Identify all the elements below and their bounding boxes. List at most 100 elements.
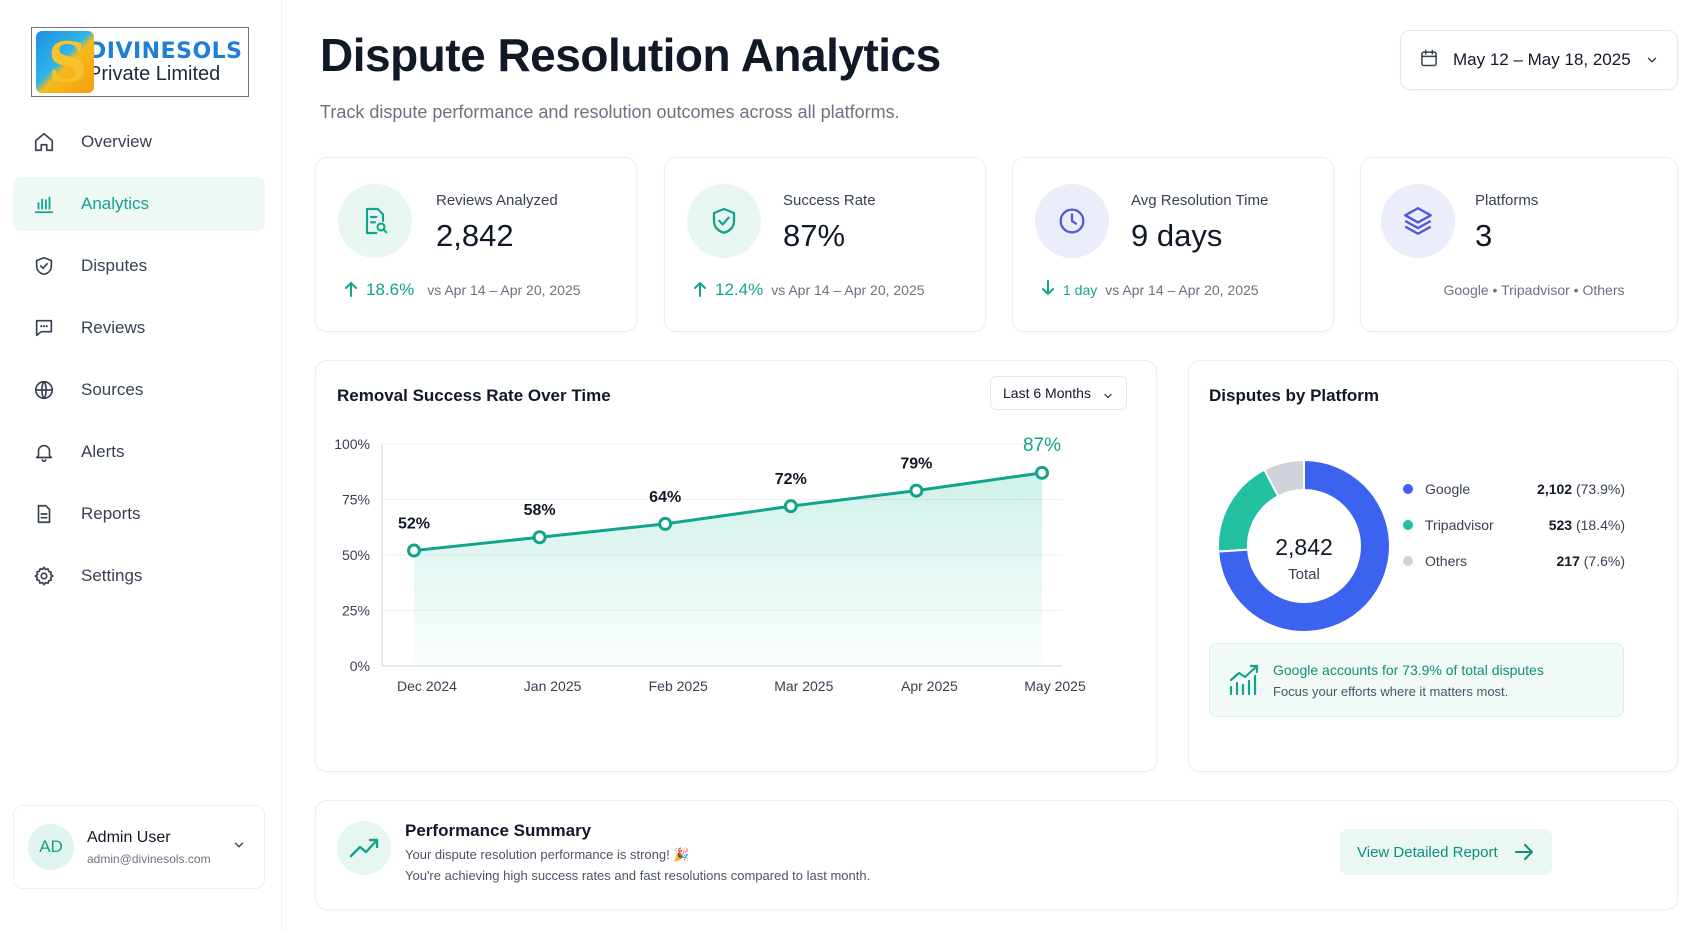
insight-banner: Google accounts for 73.9% of total dispu… — [1209, 643, 1624, 717]
summary-line-2: You're achieving high success rates and … — [405, 868, 871, 883]
document-icon — [31, 501, 57, 527]
insight-title: Google accounts for 73.9% of total dispu… — [1273, 662, 1544, 678]
data-point — [1035, 465, 1049, 480]
arrow-up-icon — [693, 281, 707, 300]
globe-icon — [31, 377, 57, 403]
chevron-down-icon — [1645, 53, 1659, 72]
logo-mark: S — [36, 31, 94, 93]
legend-label: Tripadvisor — [1425, 517, 1494, 533]
stat-change: 12.4% — [715, 280, 764, 299]
legend-dot — [1403, 520, 1413, 530]
legend-value: 2,102 — [1537, 481, 1573, 497]
calendar-icon — [1419, 48, 1439, 73]
donut-slice-tripadvisor[interactable] — [1217, 468, 1280, 553]
home-icon — [31, 129, 57, 155]
stat-value: 3 — [1475, 218, 1493, 253]
stat-label: Platforms — [1475, 192, 1539, 209]
avatar: AD — [28, 824, 74, 870]
user-email: admin@divinesols.com — [87, 851, 211, 866]
line-chart: 0% 25% 50% 75% 100% 52% Dec 2024 58% Jan 2025 64%… — [334, 435, 1086, 694]
data-point — [532, 530, 547, 545]
document-search-icon — [338, 184, 412, 258]
stat-card-platforms: Platforms 3 Google • Tripadvisor • Other… — [1360, 157, 1678, 332]
gear-icon — [31, 563, 57, 589]
donut-legend: Google 2,102 (73.9%) Tripadvisor 523 (18… — [1403, 471, 1625, 579]
y-tick-label: 75% — [342, 492, 370, 508]
donut-center-value: 2,842 — [1275, 534, 1333, 560]
sidebar-item-label: Reports — [81, 504, 141, 523]
sidebar-item-analytics[interactable]: Analytics — [13, 177, 265, 231]
legend-item-tripadvisor: Tripadvisor 523 (18.4%) — [1403, 507, 1625, 543]
legend-item-others: Others 217 (7.6%) — [1403, 543, 1625, 579]
stat-change: 18.6% — [366, 280, 415, 299]
sidebar-item-label: Analytics — [81, 194, 150, 213]
message-icon — [31, 315, 57, 341]
legend-percent: (7.6%) — [1583, 553, 1625, 569]
stat-compare: vs Apr 14 – Apr 20, 2025 — [771, 282, 925, 298]
sidebar-item-reviews[interactable]: Reviews — [13, 301, 265, 355]
y-tick-label: 100% — [334, 436, 370, 452]
sidebar-nav: Overview Analytics Disputes Reviews Sour… — [13, 115, 265, 611]
date-range-picker[interactable]: May 12 – May 18, 2025 — [1400, 30, 1678, 90]
donut-center-label: Total — [1288, 566, 1320, 583]
shield-check-icon — [687, 184, 761, 258]
sidebar: S DIVINESOLS Private Limited Overview An… — [0, 0, 282, 930]
y-tick-label: 0% — [350, 658, 370, 674]
platform-list: Google • Tripadvisor • Others — [1443, 282, 1625, 298]
x-tick-label: Feb 2025 — [649, 678, 708, 694]
date-range-label: May 12 – May 18, 2025 — [1453, 50, 1631, 69]
sidebar-item-label: Reviews — [81, 318, 146, 337]
user-menu[interactable]: AD Admin User admin@divinesols.com — [13, 805, 265, 889]
chevron-down-icon — [1102, 389, 1114, 405]
trending-up-icon — [337, 821, 391, 875]
stat-value: 2,842 — [436, 218, 514, 253]
data-label: 87% — [1023, 435, 1061, 456]
stat-value: 87% — [783, 218, 846, 253]
view-detailed-report-button[interactable]: View Detailed Report — [1340, 829, 1552, 875]
legend-value: 217 — [1556, 553, 1580, 569]
legend-label: Others — [1425, 553, 1468, 569]
stat-card-success: Success Rate 87% 12.4% vs Apr 14 – Apr 2… — [664, 157, 986, 332]
insight-text: Focus your efforts where it matters most… — [1273, 684, 1509, 699]
legend-dot — [1403, 484, 1413, 494]
shield-check-icon — [31, 253, 57, 279]
stat-label: Reviews Analyzed — [436, 192, 558, 209]
performance-summary-card: Performance Summary Your dispute resolut… — [315, 800, 1678, 910]
x-tick-label: Jan 2025 — [524, 678, 582, 694]
data-label: 52% — [398, 516, 430, 533]
series-line — [413, 471, 1043, 553]
bell-icon — [31, 439, 57, 465]
donut-chart: 2,842 Total — [1217, 458, 1391, 633]
stat-label: Success Rate — [783, 192, 876, 209]
arrow-right-icon — [1514, 843, 1534, 865]
company-logo[interactable]: S DIVINESOLS Private Limited — [31, 27, 249, 97]
sidebar-item-reports[interactable]: Reports — [13, 487, 265, 541]
summary-title: Performance Summary — [405, 821, 592, 840]
data-label: 79% — [900, 456, 932, 473]
data-point — [407, 543, 421, 558]
donut-slice-google[interactable] — [1217, 458, 1391, 633]
success-rate-chart-card: Removal Success Rate Over Time Last 6 Mo… — [315, 360, 1157, 772]
user-name: Admin User — [87, 828, 171, 846]
sidebar-item-overview[interactable]: Overview — [13, 115, 265, 169]
data-label: 64% — [649, 489, 681, 506]
x-tick-label: Dec 2024 — [397, 678, 457, 694]
button-label: View Detailed Report — [1357, 843, 1498, 861]
time-range-label: Last 6 Months — [1003, 385, 1091, 401]
legend-value: 523 — [1548, 517, 1573, 533]
time-range-select[interactable]: Last 6 Months — [990, 376, 1127, 410]
layers-icon — [1381, 184, 1455, 258]
bar-chart-icon — [31, 191, 57, 217]
sidebar-item-alerts[interactable]: Alerts — [13, 425, 265, 479]
legend-item-google: Google 2,102 (73.9%) — [1403, 471, 1625, 507]
legend-label: Google — [1425, 481, 1471, 497]
sidebar-item-sources[interactable]: Sources — [13, 363, 265, 417]
x-tick-label: Apr 2025 — [901, 678, 958, 694]
data-label: 72% — [775, 471, 807, 488]
chevron-down-icon[interactable] — [232, 838, 246, 857]
stat-compare: vs Apr 14 – Apr 20, 2025 — [1105, 281, 1259, 298]
chart-title: Removal Success Rate Over Time — [337, 386, 611, 405]
legend-dot — [1403, 556, 1413, 566]
sidebar-item-disputes[interactable]: Disputes — [13, 239, 265, 293]
sidebar-item-settings[interactable]: Settings — [13, 549, 265, 603]
